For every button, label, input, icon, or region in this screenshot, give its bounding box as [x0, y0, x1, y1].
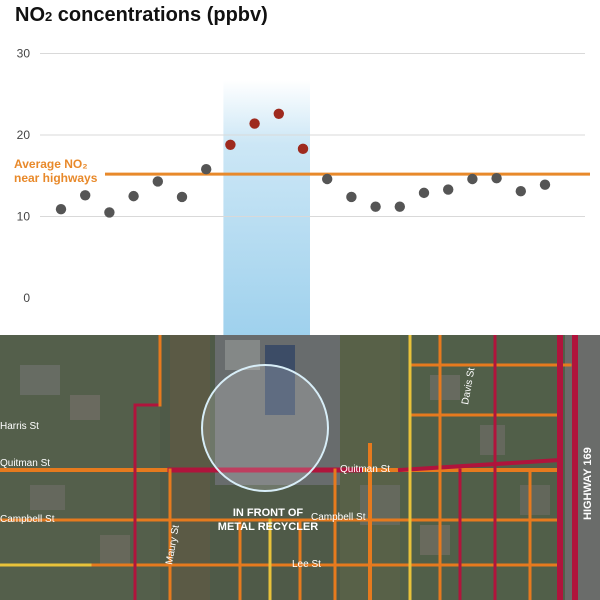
street-label-harris: Harris St	[0, 421, 39, 432]
callout: IN FRONT OF METAL RECYCLER	[218, 507, 318, 533]
data-points	[55, 108, 551, 218]
street-label-lee: Lee St	[292, 559, 321, 570]
data-point	[322, 173, 333, 185]
data-point	[249, 118, 260, 129]
y-tick-label: 20	[17, 128, 31, 142]
y-axis-ticks: 0 10 20 30	[17, 47, 31, 306]
y-tick-label: 30	[17, 47, 31, 61]
data-point	[225, 139, 236, 150]
data-point	[491, 172, 502, 184]
map-area: Quitman St Quitman St Campbell St Campbe…	[0, 335, 600, 600]
data-point	[443, 184, 454, 195]
data-point	[176, 191, 188, 203]
data-point	[515, 186, 526, 197]
y-tick-label: 0	[23, 291, 30, 305]
street-label-campbell-east: Campbell St	[311, 512, 366, 523]
reference-label-line1: Average NO₂	[14, 157, 88, 171]
street-label-quitman-east: Quitman St	[340, 464, 390, 475]
data-point	[104, 207, 115, 218]
highlight-band	[223, 80, 310, 335]
data-point	[418, 187, 430, 199]
highway-label: HIGHWAY 169	[582, 447, 594, 520]
data-point	[297, 143, 309, 155]
title-main: NO	[15, 4, 45, 26]
callout-line1: IN FRONT OF	[233, 507, 304, 519]
data-point	[55, 203, 67, 215]
data-point	[201, 164, 212, 175]
road-quitman-east	[397, 457, 563, 473]
y-tick-label: 10	[17, 210, 31, 224]
title-rest: concentrations (ppbv)	[52, 4, 268, 26]
gridlines	[40, 53, 585, 217]
chart-area: 0 10 20 30 Average NO₂ near highways	[14, 46, 590, 335]
title-subscript: 2	[45, 9, 53, 24]
callout-line2: METAL RECYCLER	[218, 521, 318, 533]
data-point	[539, 179, 551, 190]
data-point	[152, 176, 163, 187]
map-roads	[0, 335, 578, 600]
street-label-campbell-west: Campbell St	[0, 514, 55, 525]
data-point	[346, 191, 357, 203]
data-point	[80, 190, 91, 201]
data-point	[370, 201, 381, 212]
recycler-highlight-circle	[201, 364, 329, 492]
chart-title: NO2 concentrations (ppbv)	[15, 4, 268, 27]
street-label-quitman-west: Quitman St	[0, 458, 50, 469]
data-point	[273, 108, 284, 120]
reference-label-line2: near highways	[14, 171, 98, 185]
data-point	[394, 201, 405, 212]
data-point	[467, 173, 478, 185]
data-point	[128, 190, 139, 202]
